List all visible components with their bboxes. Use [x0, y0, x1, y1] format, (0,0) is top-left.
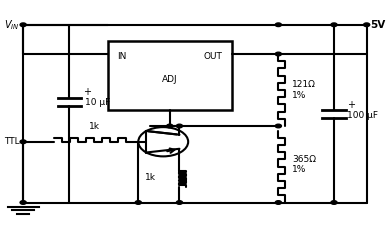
Text: 5V: 5V — [370, 20, 386, 30]
Text: 10 μF: 10 μF — [84, 98, 110, 107]
Text: +: + — [347, 100, 356, 110]
Circle shape — [20, 140, 26, 144]
Circle shape — [275, 124, 281, 128]
Text: 365Ω
1%: 365Ω 1% — [292, 155, 316, 174]
Text: ADJ: ADJ — [162, 75, 178, 84]
Bar — [108, 40, 232, 110]
Circle shape — [275, 23, 281, 27]
Circle shape — [275, 201, 281, 204]
Text: 100 μF: 100 μF — [347, 111, 378, 120]
Circle shape — [167, 124, 173, 128]
Circle shape — [331, 23, 337, 27]
Circle shape — [364, 23, 370, 27]
Text: TTL: TTL — [4, 137, 19, 146]
Circle shape — [331, 201, 337, 204]
Text: OUT: OUT — [204, 52, 223, 61]
Circle shape — [275, 52, 281, 56]
Text: 1k: 1k — [89, 122, 100, 131]
Circle shape — [176, 124, 182, 128]
Text: $V_{IN}$: $V_{IN}$ — [4, 18, 19, 32]
Circle shape — [20, 201, 26, 204]
Circle shape — [20, 23, 26, 27]
Text: +: + — [82, 87, 91, 97]
Text: 1k: 1k — [145, 173, 156, 182]
Circle shape — [176, 201, 182, 204]
Circle shape — [135, 201, 141, 204]
Text: 121Ω
1%: 121Ω 1% — [292, 80, 315, 100]
Text: IN: IN — [117, 52, 126, 61]
